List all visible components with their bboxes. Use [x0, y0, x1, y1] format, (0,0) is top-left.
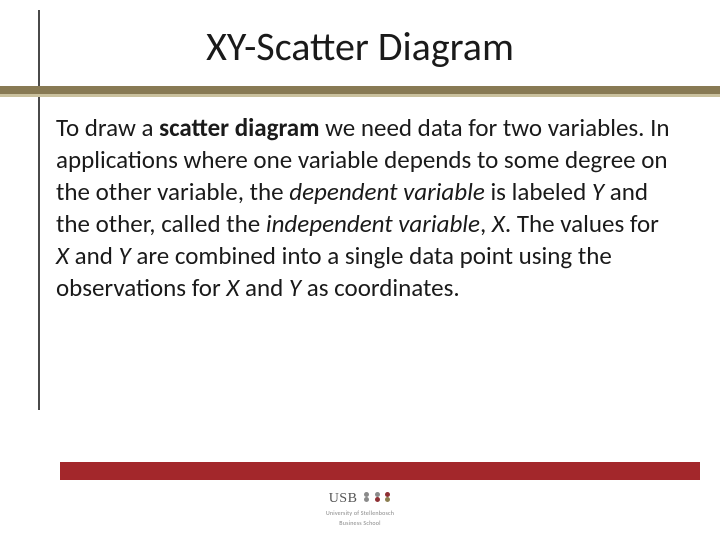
body-paragraph: To draw a scatter diagram we need data f…	[56, 112, 676, 304]
footer-logo: USB University of Stellenbosch Business …	[0, 488, 720, 527]
title-underline-dark	[0, 86, 720, 94]
logo-dots-icon	[363, 492, 391, 502]
slide-title: XY-Scatter Diagram	[0, 22, 720, 71]
logo-subtitle-1: University of Stellenbosch	[0, 509, 720, 517]
logo-brand: USB	[329, 491, 358, 507]
footer-bar	[60, 462, 700, 480]
title-underline-light	[0, 94, 720, 97]
logo-subtitle-2: Business School	[0, 519, 720, 527]
